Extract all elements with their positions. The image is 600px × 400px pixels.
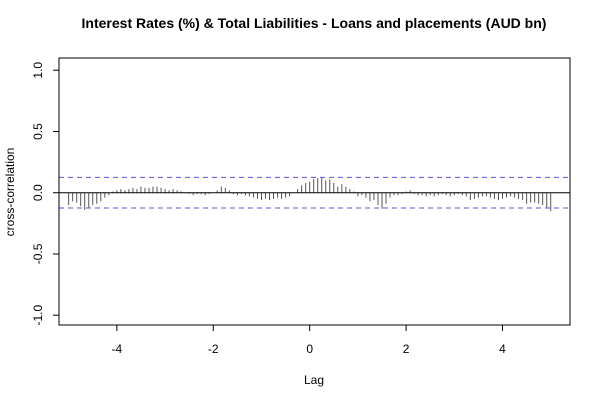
chart-title: Interest Rates (%) & Total Liabilities -… — [82, 15, 547, 31]
y-tick-label: 0.0 — [31, 184, 45, 201]
y-tick-label: 0.5 — [31, 123, 45, 140]
y-axis-label: cross-correlation — [3, 148, 17, 237]
x-tick-label: -2 — [208, 342, 219, 356]
x-tick-label: 4 — [499, 342, 506, 356]
x-tick-label: 2 — [403, 342, 410, 356]
y-tick-label: -0.5 — [31, 243, 45, 264]
x-tick-label: -4 — [112, 342, 123, 356]
y-axis: -1.0 -0.5 0.0 0.5 1.0 — [31, 62, 60, 326]
plot-frame — [58, 57, 571, 326]
y-tick-label: -1.0 — [31, 305, 45, 326]
y-tick-label: 1.0 — [31, 62, 45, 79]
x-axis: -4 -2 0 2 4 — [112, 324, 506, 356]
x-axis-label: Lag — [304, 373, 324, 387]
x-tick-label: 0 — [306, 342, 313, 356]
ccf-bars — [68, 178, 552, 212]
